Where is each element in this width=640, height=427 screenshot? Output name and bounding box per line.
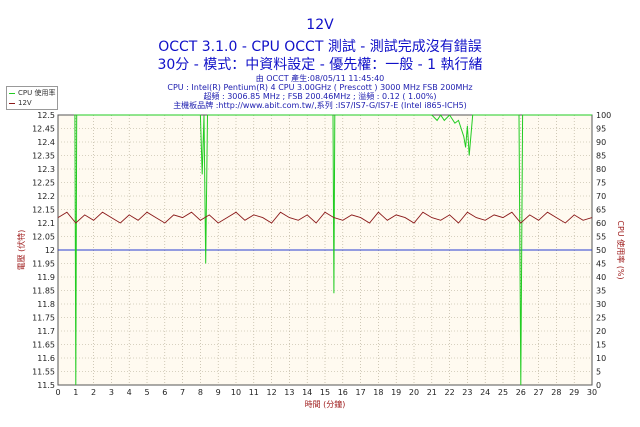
x-tick-label: 17 [356, 388, 366, 397]
info-generated: 由 OCCT 產生:08/05/11 11:45:40 [255, 74, 385, 83]
y-right-tick-label: 50 [596, 246, 606, 255]
y-right-tick-label: 20 [596, 327, 606, 336]
x-tick-label: 16 [338, 388, 348, 397]
x-tick-label: 12 [267, 388, 277, 397]
series-line-12v [57, 211, 593, 224]
legend: CPU 使用率 12V [6, 86, 58, 110]
y-left-tick-label: 11.65 [32, 341, 55, 350]
info-motherboard: 主機板品牌 :http://www.abit.com.tw/,系列 :IS7/I… [173, 101, 467, 110]
y-right-tick-label: 5 [596, 368, 601, 377]
x-tick-label: 26 [516, 388, 526, 397]
y-right-tick-label: 90 [596, 138, 606, 147]
x-tick-label: 22 [445, 388, 455, 397]
x-tick-label: 27 [534, 388, 544, 397]
y-left-tick-label: 12.05 [32, 233, 55, 242]
x-tick-label: 25 [498, 388, 508, 397]
x-tick-label: 23 [462, 388, 472, 397]
y-right-tick-label: 40 [596, 273, 606, 282]
y-left-tick-label: 12.25 [32, 179, 55, 188]
x-tick-label: 21 [427, 388, 437, 397]
y-left-tick-label: 11.75 [32, 314, 55, 323]
chart-subtitle-mode: 30分 - 模式：中資料設定 - 優先權：一般 - 1 執行緒 [157, 57, 483, 73]
y-right-tick-label: 60 [596, 219, 606, 228]
legend-swatch-cpu [9, 92, 15, 94]
y-right-tick-label: 45 [596, 260, 606, 269]
x-axis-label: 時間 (分鐘) [305, 399, 346, 409]
y-right-tick-label: 30 [596, 300, 606, 309]
x-tick-label: 19 [391, 388, 401, 397]
info-cpu: CPU : Intel(R) Pentium(R) 4 CPU 3.00GHz … [167, 83, 473, 92]
y-left-tick-label: 12.45 [32, 125, 55, 134]
x-tick-label: 28 [551, 388, 561, 397]
y-left-tick-label: 12.1 [37, 219, 55, 228]
y-right-tick-label: 75 [596, 179, 606, 188]
info-overclock: 超頻 : 3006.85 MHz ; FSB 200.46MHz ; 溢頻 : … [203, 92, 437, 101]
x-tick-label: 4 [127, 388, 132, 397]
y-right-tick-label: 35 [596, 287, 606, 296]
x-tick-label: 30 [587, 388, 597, 397]
x-tick-label: 24 [480, 388, 490, 397]
x-tick-label: 15 [320, 388, 330, 397]
y-right-tick-label: 10 [596, 354, 606, 363]
legend-item-cpu: CPU 使用率 [9, 88, 55, 98]
y-left-tick-label: 12.2 [37, 192, 55, 201]
legend-swatch-12v [9, 102, 15, 104]
y-right-tick-label: 85 [596, 152, 606, 161]
y-right-tick-label: 100 [596, 111, 611, 120]
y-axis-label-right: CPU 使用率 (%) [616, 220, 626, 279]
y-right-tick-label: 0 [596, 381, 601, 390]
y-left-tick-label: 11.9 [37, 273, 55, 282]
y-left-tick-label: 12.4 [37, 138, 55, 147]
x-tick-label: 18 [373, 388, 383, 397]
y-left-tick-label: 12.15 [32, 206, 55, 215]
x-tick-label: 9 [216, 388, 221, 397]
y-right-tick-label: 15 [596, 341, 606, 350]
x-tick-label: 1 [73, 388, 78, 397]
legend-item-12v: 12V [9, 98, 32, 108]
x-tick-label: 8 [198, 388, 203, 397]
x-tick-label: 2 [91, 388, 96, 397]
x-tick-label: 6 [162, 388, 167, 397]
series-line-cpu-usage [74, 114, 592, 386]
y-left-tick-label: 11.7 [37, 327, 55, 336]
x-tick-label: 7 [180, 388, 185, 397]
y-left-tick-label: 11.95 [32, 260, 55, 269]
x-tick-label: 13 [284, 388, 294, 397]
y-right-tick-label: 25 [596, 314, 606, 323]
x-tick-label: 10 [231, 388, 241, 397]
y-right-tick-label: 70 [596, 192, 606, 201]
y-left-tick-label: 11.8 [37, 300, 55, 309]
y-right-tick-label: 80 [596, 165, 606, 174]
x-tick-label: 14 [302, 388, 312, 397]
y-right-tick-label: 55 [596, 233, 606, 242]
chart-title: 12V [306, 17, 334, 33]
y-left-tick-label: 12.5 [37, 111, 55, 120]
x-tick-label: 0 [55, 388, 60, 397]
y-right-tick-label: 95 [596, 125, 606, 134]
y-left-tick-label: 12 [45, 246, 55, 255]
y-left-tick-label: 11.5 [37, 381, 55, 390]
y-left-tick-label: 11.55 [32, 368, 55, 377]
y-left-tick-label: 11.6 [37, 354, 55, 363]
chart-subtitle-test: OCCT 3.1.0 - CPU OCCT 測試 - 測試完成沒有錯誤 [158, 39, 482, 55]
x-tick-label: 11 [249, 388, 259, 397]
y-right-tick-label: 65 [596, 206, 606, 215]
legend-label-cpu: CPU 使用率 [18, 89, 56, 97]
y-axis-label-left: 電壓 (伏特) [16, 230, 26, 271]
x-tick-label: 29 [569, 388, 579, 397]
y-left-tick-label: 12.3 [37, 165, 55, 174]
x-tick-label: 3 [109, 388, 114, 397]
y-left-tick-label: 12.35 [32, 152, 55, 161]
x-tick-label: 5 [144, 388, 149, 397]
y-left-tick-label: 11.85 [32, 287, 55, 296]
x-tick-label: 20 [409, 388, 419, 397]
legend-label-12v: 12V [18, 99, 32, 107]
